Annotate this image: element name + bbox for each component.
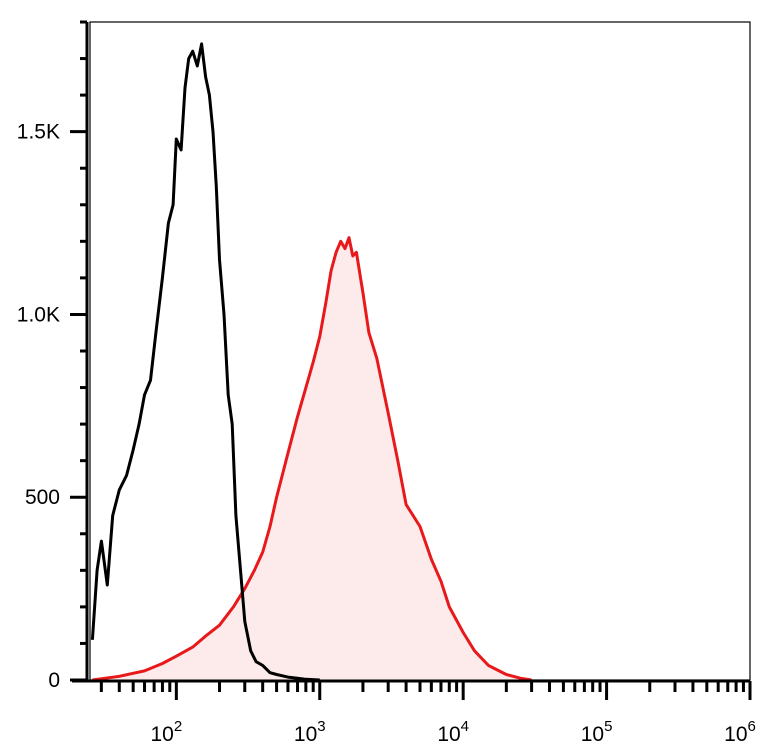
axes-layer: 0 500 1.0K 1.5K 102 103 104 105 106 (17, 20, 756, 746)
x-tick-label: 106 (724, 718, 756, 746)
y-tick-label: 500 (25, 486, 60, 509)
stained-area (92, 237, 532, 680)
control-line (90, 42, 320, 682)
x-tick-label: 102 (150, 718, 182, 746)
series-layer (90, 42, 532, 682)
x-tick-label: 105 (581, 718, 613, 746)
y-tick-label: 1.0K (17, 303, 60, 326)
y-tick-label: 0 (48, 669, 60, 692)
x-tick-label: 103 (294, 718, 326, 746)
stained-line (92, 236, 532, 682)
x-tick-label: 104 (437, 718, 469, 746)
y-tick-label: 1.5K (17, 121, 60, 144)
